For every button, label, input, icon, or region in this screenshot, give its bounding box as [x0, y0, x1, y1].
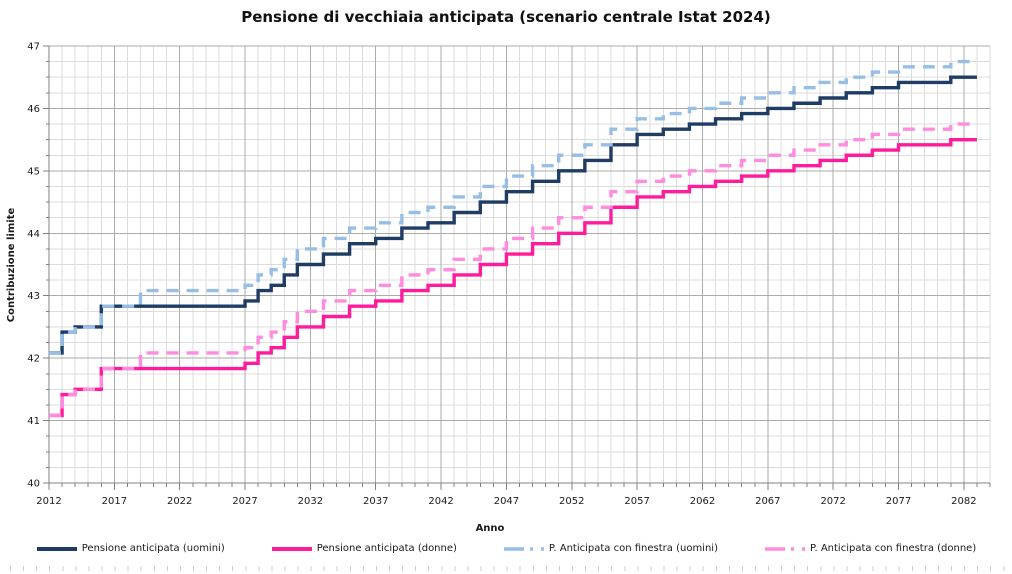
legend-item-p-anticipata-con-finestra-uomini: P. Anticipata con finestra (uomini) [503, 543, 718, 554]
legend-label: P. Anticipata con finestra (donne) [809, 543, 977, 554]
x-tick-label: 2027 [232, 496, 257, 507]
legend-swatch-dashed-line [503, 546, 544, 551]
x-tick-labels: 2012 2017 2022 2027 2032 2037 2042 2047 2052 2057… [36, 496, 976, 507]
x-tick-label: 2062 [690, 496, 715, 507]
legend-label: Pensione anticipata (donne) [316, 543, 457, 554]
legend: Pensione anticipata (uomini) Pensione ant… [0, 543, 1012, 554]
bottom-tick-row [10, 566, 1005, 571]
x-tick-label: 2032 [298, 496, 323, 507]
legend-swatch-solid-line [271, 546, 312, 551]
y-tick-label: 40 [27, 479, 40, 490]
series-line-p-anticipata-con-finestra-uomini [49, 59, 977, 355]
x-tick-label: 2012 [36, 496, 61, 507]
legend-swatch-solid-line [36, 546, 77, 551]
x-tick-label: 2042 [428, 496, 453, 507]
series-line-p-anticipata-con-finestra-donne [49, 122, 977, 418]
legend-item-pensione-anticipata-donne: Pensione anticipata (donne) [271, 543, 457, 554]
x-tick-label: 2037 [363, 496, 388, 507]
y-tick-label: 46 [27, 104, 40, 115]
series-line-pensione-anticipata-donne [49, 137, 977, 418]
y-tick-label: 47 [27, 42, 40, 53]
tick-marks [43, 45, 991, 490]
x-tick-label: 2082 [951, 496, 976, 507]
legend-swatch-dashed-line [764, 546, 805, 551]
x-tick-label: 2017 [102, 496, 127, 507]
x-tick-label: 2052 [559, 496, 584, 507]
x-tick-label: 2072 [820, 496, 845, 507]
legend-item-pensione-anticipata-uomini: Pensione anticipata (uomini) [36, 543, 225, 554]
x-tick-label: 2057 [624, 496, 649, 507]
legend-item-p-anticipata-con-finestra-donne: P. Anticipata con finestra (donne) [764, 543, 976, 554]
legend-label: P. Anticipata con finestra (uomini) [548, 543, 718, 554]
chart-title: Pensione di vecchiaia anticipata (scenar… [241, 8, 771, 26]
x-tick-label: 2047 [494, 496, 519, 507]
x-axis-title: Anno [476, 523, 505, 534]
y-tick-label: 45 [27, 166, 40, 177]
y-tick-label: 41 [27, 416, 40, 427]
legend-label: Pensione anticipata (uomini) [81, 543, 225, 554]
x-tick-label: 2022 [167, 496, 192, 507]
y-tick-label: 42 [27, 354, 40, 365]
gridlines-minor [49, 46, 991, 483]
series-line-pensione-anticipata-uomini [49, 75, 977, 355]
series-lines [49, 59, 977, 418]
x-tick-label: 2077 [886, 496, 911, 507]
y-tick-labels: 40 41 42 43 44 45 46 47 [27, 42, 40, 490]
y-axis-title: Contribuzione limite [6, 208, 17, 323]
y-tick-label: 44 [27, 229, 40, 240]
x-tick-label: 2067 [755, 496, 780, 507]
y-tick-label: 43 [27, 291, 40, 302]
